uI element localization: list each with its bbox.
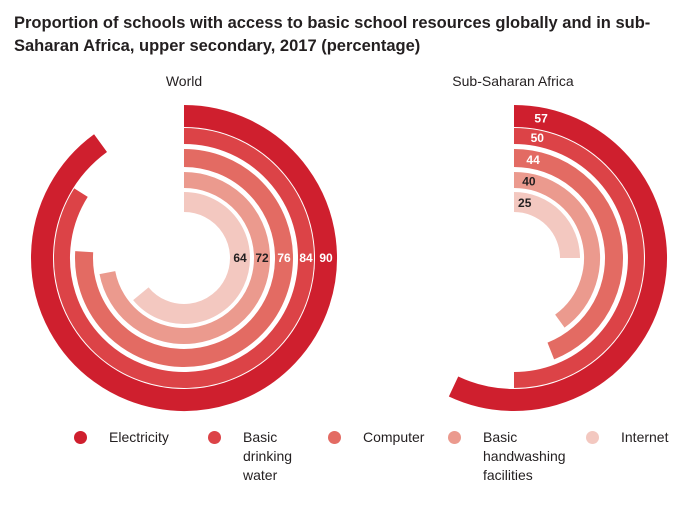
legend-item-computer: Computer [328,428,443,447]
value-label-drinking-water: 50 [531,131,545,145]
legend-item-internet: Internet [586,428,682,447]
legend-label-handwashing: Basic handwashing facilities [483,429,566,483]
value-label-internet: 64 [233,251,247,265]
value-label-computer: 44 [526,153,540,167]
panel-label-ssa: Sub-Saharan Africa [452,73,574,89]
legend-dot-computer [328,431,341,444]
legend-item-electricity: Electricity [74,428,189,447]
value-label-computer: 76 [277,251,291,265]
legend-label-drinking-water: Basic drinking water [243,429,293,483]
arc-internet [513,192,580,259]
legend: Electricity Basic drinking water Compute… [0,428,682,498]
value-label-drinking-water: 84 [299,251,313,265]
legend-item-handwashing: Basic handwashing facilities [448,428,579,485]
value-label-handwashing: 40 [522,174,536,188]
value-label-handwashing: 72 [255,251,269,265]
value-label-internet: 25 [518,196,532,210]
legend-dot-drinking-water [208,431,221,444]
panel-label-world: World [165,73,203,89]
chart-title: Proportion of schools with access to bas… [14,14,651,55]
panel-world: 90 84 76 72 64 [31,105,337,411]
legend-dot-internet [586,431,599,444]
legend-label-internet: Internet [621,429,669,445]
arc-handwashing [513,172,600,328]
arc-internet [133,192,250,324]
value-label-electricity: 57 [534,112,548,126]
arc-drinking-water [54,128,314,388]
panel-ssa: 57 50 44 40 25 [448,105,667,411]
legend-label-computer: Computer [363,429,425,445]
legend-label-electricity: Electricity [109,429,169,445]
arc-drinking-water [513,128,644,388]
arc-electricity [448,105,667,411]
arc-computer [75,149,293,367]
legend-item-drinking-water: Basic drinking water [208,428,311,485]
radial-bar-chart: 90 84 76 72 64 57 50 44 40 25 [31,105,667,411]
value-label-electricity: 90 [319,251,333,265]
legend-dot-handwashing [448,431,461,444]
arc-handwashing [99,172,270,344]
arc-computer [513,149,623,360]
legend-dot-electricity [74,431,87,444]
arc-electricity [31,105,337,411]
